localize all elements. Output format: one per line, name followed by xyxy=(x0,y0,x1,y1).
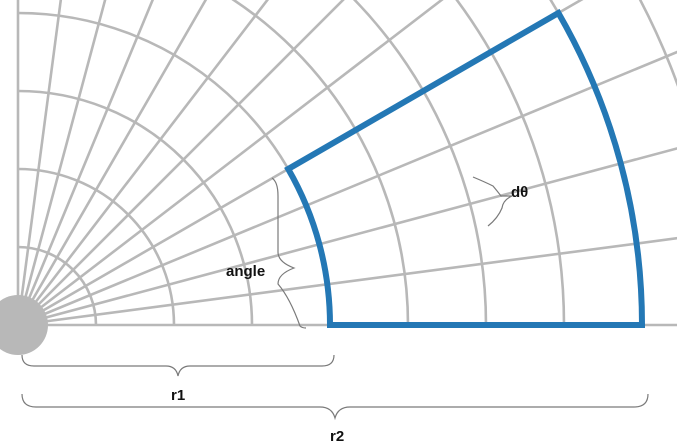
r1-brace xyxy=(21,354,335,377)
r2-label: r2 xyxy=(330,428,344,445)
radial-spoke xyxy=(17,147,677,327)
radial-spoke xyxy=(17,236,677,327)
radial-spoke xyxy=(16,0,107,326)
angle-brace xyxy=(271,177,307,329)
dtheta-label: dθ xyxy=(511,184,528,201)
angle-label: angle xyxy=(226,263,265,280)
radial-spoke xyxy=(16,0,208,326)
concentric-arc xyxy=(17,245,98,326)
radial-spoke xyxy=(16,0,155,326)
radial-spoke xyxy=(17,0,444,327)
dtheta-brace xyxy=(472,176,513,227)
concentric-arc xyxy=(17,89,254,326)
annular-sector-outline xyxy=(284,8,646,328)
concentric-arc xyxy=(352,0,488,326)
concentric-arc xyxy=(17,167,176,326)
radial-spoke xyxy=(16,0,63,326)
center-hub xyxy=(0,295,48,355)
radial-spoke xyxy=(16,0,270,326)
concentric-arc xyxy=(455,0,566,326)
r2-brace xyxy=(21,393,649,421)
radial-spoke xyxy=(17,0,345,326)
concentric-arc xyxy=(231,0,410,326)
radial-spoke xyxy=(17,50,677,327)
r1-label: r1 xyxy=(171,387,185,404)
